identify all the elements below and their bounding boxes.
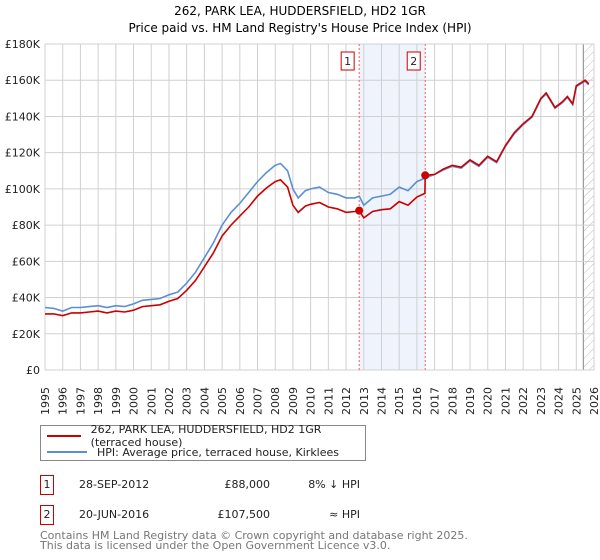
x-tick-label: 2003 xyxy=(181,387,194,415)
x-tick-label: 2012 xyxy=(340,387,353,415)
property-price-line xyxy=(45,79,590,317)
sale-date: 28-SEP-2012 xyxy=(79,478,150,491)
x-tick-label: 2024 xyxy=(553,387,566,415)
x-tick-label: 2008 xyxy=(269,387,282,415)
x-tick-label: 2005 xyxy=(216,387,229,415)
x-tick-label: 2013 xyxy=(358,387,371,415)
x-tick-label: 2020 xyxy=(482,387,495,415)
sale-price: £88,000 xyxy=(224,478,271,491)
legend-label: HPI: Average price, terraced house, Kirk… xyxy=(97,445,340,459)
sale-label: 2 xyxy=(410,55,417,68)
x-tick-label: 2016 xyxy=(411,387,424,415)
x-tick-label: 2014 xyxy=(375,387,388,415)
sale-date: 20-JUN-2016 xyxy=(79,508,150,521)
x-tick-label: 2021 xyxy=(499,387,512,415)
x-tick-label: 2018 xyxy=(446,387,459,415)
sale-label-box xyxy=(340,51,355,71)
x-tick-label: 2007 xyxy=(252,387,265,415)
y-tick-label: £100K xyxy=(5,183,41,196)
legend-swatch-blue xyxy=(47,451,87,453)
x-tick-label: 1996 xyxy=(57,387,70,415)
y-tick-label: £120K xyxy=(5,147,41,160)
sale-hpi-relation: 8% ↓ HPI xyxy=(308,478,360,491)
x-tick-label: 2004 xyxy=(198,387,211,415)
x-tick-label: 2006 xyxy=(234,387,247,415)
y-tick-label: £60K xyxy=(12,255,41,268)
y-tick-label: £180K xyxy=(5,38,41,51)
x-tick-label: 2022 xyxy=(517,387,530,415)
y-tick-label: £160K xyxy=(5,74,41,87)
y-tick-label: £0 xyxy=(26,364,40,377)
chart-title: 262, PARK LEA, HUDDERSFIELD, HD2 1GR xyxy=(174,4,426,18)
y-tick-label: £20K xyxy=(12,328,41,341)
transaction-row: 1 28-SEP-2012 £88,000 8% ↓ HPI xyxy=(40,475,440,495)
sale-price: £107,500 xyxy=(217,508,271,521)
legend-item-hpi: HPI: Average price, terraced house, Kirk… xyxy=(47,445,339,459)
y-tick-label: £80K xyxy=(12,219,41,232)
footer-copyright: Contains HM Land Registry data © Crown c… xyxy=(40,529,468,542)
hpi-line xyxy=(44,80,590,312)
x-tick-label: 2026 xyxy=(588,387,600,415)
x-tick-label: 2001 xyxy=(145,387,158,415)
x-tick-label: 2017 xyxy=(429,387,442,415)
x-tick-label: 2009 xyxy=(287,387,300,415)
legend-swatch-red xyxy=(47,435,81,437)
legend-item-property: 262, PARK LEA, HUDDERSFIELD, HD2 1GR (te… xyxy=(47,423,365,449)
y-tick-label: £140K xyxy=(5,110,41,123)
price-chart: 262, PARK LEA, HUDDERSFIELD, HD2 1GR Pri… xyxy=(5,4,600,415)
y-tick-label: £40K xyxy=(12,292,41,305)
sale-badge: 1 xyxy=(40,475,54,495)
transaction-row: 2 20-JUN-2016 £107,500 ≈ HPI xyxy=(40,505,440,525)
x-tick-label: 2002 xyxy=(163,387,176,415)
legend: 262, PARK LEA, HUDDERSFIELD, HD2 1GR (te… xyxy=(40,423,366,461)
x-tick-label: 1999 xyxy=(110,387,123,415)
x-tick-label: 1997 xyxy=(74,387,87,415)
x-tick-label: 2023 xyxy=(535,387,548,415)
x-tick-label: 1998 xyxy=(92,387,105,415)
x-tick-label: 2025 xyxy=(570,387,583,415)
sale-hpi-relation: ≈ HPI xyxy=(329,508,360,521)
sale-label-box xyxy=(406,51,421,71)
forecast-hatch xyxy=(583,44,594,370)
x-tick-label: 1995 xyxy=(39,387,52,415)
legend-label: 262, PARK LEA, HUDDERSFIELD, HD2 1GR (te… xyxy=(90,423,322,449)
sale-label: 1 xyxy=(344,55,351,68)
footer-licence: This data is licensed under the Open Gov… xyxy=(40,539,391,552)
x-tick-label: 2019 xyxy=(464,387,477,415)
sale-point xyxy=(421,171,430,180)
x-tick-label: 2011 xyxy=(322,387,335,415)
chart-subtitle: Price paid vs. HM Land Registry's House … xyxy=(128,21,471,35)
footer: Contains HM Land Registry data © Crown c… xyxy=(40,529,468,552)
sale-point xyxy=(355,206,364,215)
sale-badge: 2 xyxy=(40,505,54,525)
x-tick-label: 2010 xyxy=(305,387,318,415)
x-tick-label: 2000 xyxy=(128,387,141,415)
x-tick-label: 2015 xyxy=(393,387,406,415)
